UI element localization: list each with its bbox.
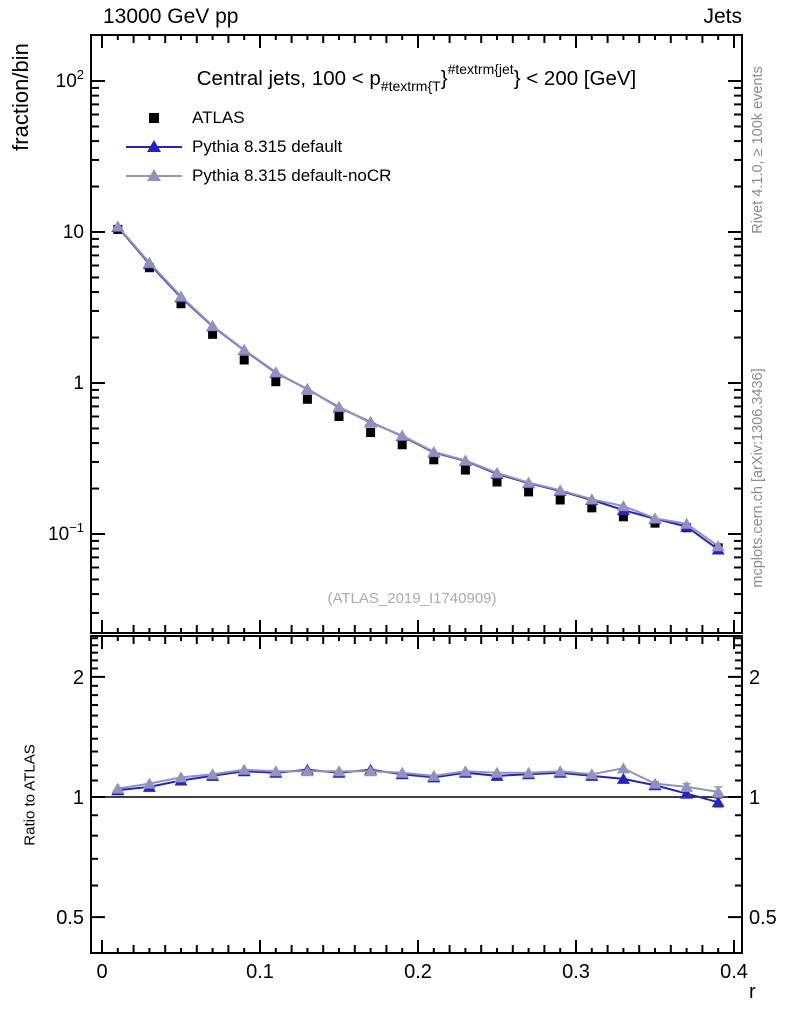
plot-title-subscript: #textrm{T	[380, 78, 441, 94]
x-axis-title: r	[749, 981, 756, 1003]
legend-item-pythia-nocr: Pythia 8.315 default-noCR	[126, 161, 391, 190]
plot-title: Central jets, 100 < p#textrm{T}#textrm{j…	[91, 61, 742, 94]
svg-text:1: 1	[73, 787, 84, 809]
ratio-y-axis-title: Ratio to ATLAS	[21, 744, 39, 846]
plot-title-suffix: } < 200 [GeV]	[513, 67, 637, 90]
svg-text:0.5: 0.5	[749, 907, 777, 929]
legend-item-pythia-default: Pythia 8.315 default	[126, 132, 391, 161]
svg-text:10: 10	[63, 222, 84, 243]
svg-text:2: 2	[749, 667, 760, 689]
legend-label: Pythia 8.315 default-noCR	[192, 165, 392, 185]
beam-energy-label: 13000 GeV pp	[103, 5, 239, 28]
atlas-square-marker-icon	[149, 112, 159, 123]
svg-text:102: 102	[56, 67, 84, 92]
analysis-id-watermark: (ATLAS_2019_I1740909)	[327, 590, 497, 607]
svg-text:0: 0	[96, 961, 107, 983]
analysis-group-label: Jets	[703, 5, 742, 28]
svg-text:0.2: 0.2	[404, 961, 432, 983]
legend-label: ATLAS	[192, 107, 245, 127]
svg-text:0.4: 0.4	[720, 961, 748, 983]
plot-title-superscript: #textrm{jet	[447, 61, 514, 77]
rivet-version-caption: Rivet 4.1.0, ≥ 100k events	[750, 66, 766, 234]
legend-label: Pythia 8.315 default	[192, 136, 343, 156]
main-y-axis-title: fraction/bin	[8, 43, 33, 151]
svg-text:0.1: 0.1	[246, 961, 274, 983]
plot-title-text: Central jets, 100 < p	[196, 67, 381, 90]
svg-text:0.3: 0.3	[562, 961, 590, 983]
svg-text:1: 1	[749, 787, 760, 809]
svg-text:2: 2	[73, 667, 84, 689]
mcplots-caption: mcplots.cern.ch [arXiv:1306.3436]	[750, 368, 766, 588]
svg-text:0.5: 0.5	[56, 907, 84, 929]
legend-item-atlas: ATLAS	[126, 103, 391, 132]
pythia-default-line-icon	[126, 139, 182, 152]
pythia-nocr-line-icon	[126, 168, 182, 181]
svg-text:10−1: 10−1	[48, 520, 84, 545]
plot-title-brace: }	[440, 67, 448, 90]
legend: ATLAS Pythia 8.315 default Pythia 8.315 …	[126, 103, 391, 190]
svg-text:1: 1	[73, 373, 84, 394]
